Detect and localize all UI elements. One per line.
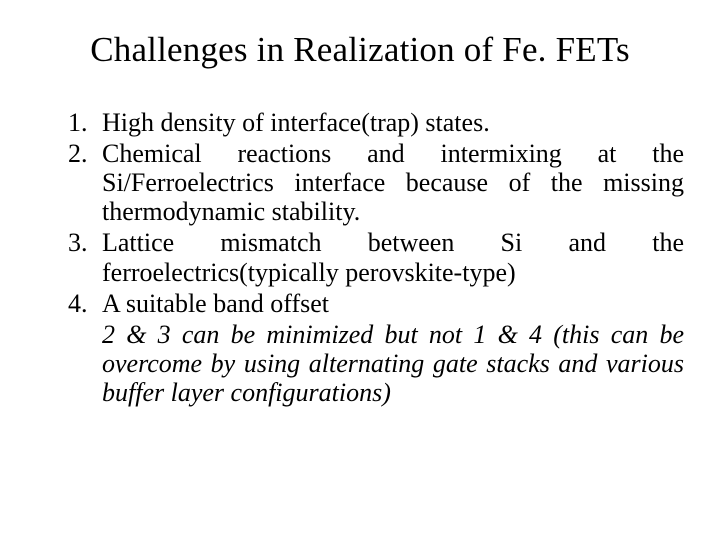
slide-container: Challenges in Realization of Fe. FETs Hi… bbox=[0, 0, 720, 540]
list-item: Lattice mismatch between Si and the ferr… bbox=[94, 228, 684, 286]
list-item: A suitable band offset bbox=[94, 289, 684, 318]
slide-title: Challenges in Realization of Fe. FETs bbox=[36, 30, 684, 70]
list-item: Chemical reactions and intermixing at th… bbox=[94, 139, 684, 226]
footnote: 2 & 3 can be minimized but not 1 & 4 (th… bbox=[102, 320, 684, 407]
challenges-list: High density of interface(trap) states. … bbox=[36, 108, 684, 318]
list-item: High density of interface(trap) states. bbox=[94, 108, 684, 137]
